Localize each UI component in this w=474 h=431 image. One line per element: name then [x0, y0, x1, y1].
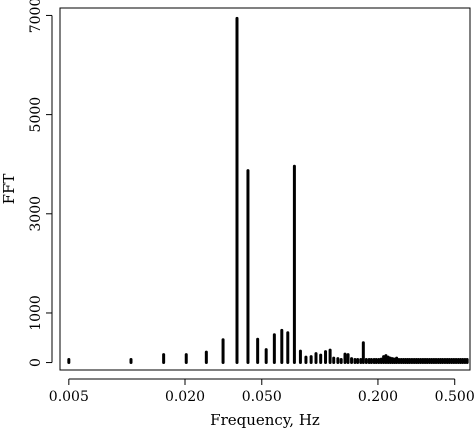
y-tick-label: 5000	[28, 97, 44, 133]
x-tick-label: 0.200	[358, 389, 398, 405]
y-tick-label: 0	[28, 358, 44, 367]
y-axis: 0 1000 3000 5000 7000	[28, 0, 53, 367]
y-tick-label: 3000	[28, 196, 44, 232]
plot-area	[59, 7, 471, 371]
x-axis-title: Frequency, Hz	[210, 411, 320, 429]
y-tick-label: 7000	[28, 0, 44, 33]
y-axis-title: FFT	[0, 174, 18, 205]
x-axis: 0.005 0.020 0.050 0.200 0.500	[49, 378, 474, 405]
x-tick-label: 0.050	[242, 389, 282, 405]
y-tick-label: 1000	[28, 295, 44, 331]
plot-frame	[59, 7, 471, 371]
x-tick-label: 0.020	[165, 389, 205, 405]
x-tick-label: 0.005	[49, 389, 89, 405]
x-tick-label: 0.500	[435, 389, 474, 405]
fft-bars	[67, 16, 469, 365]
